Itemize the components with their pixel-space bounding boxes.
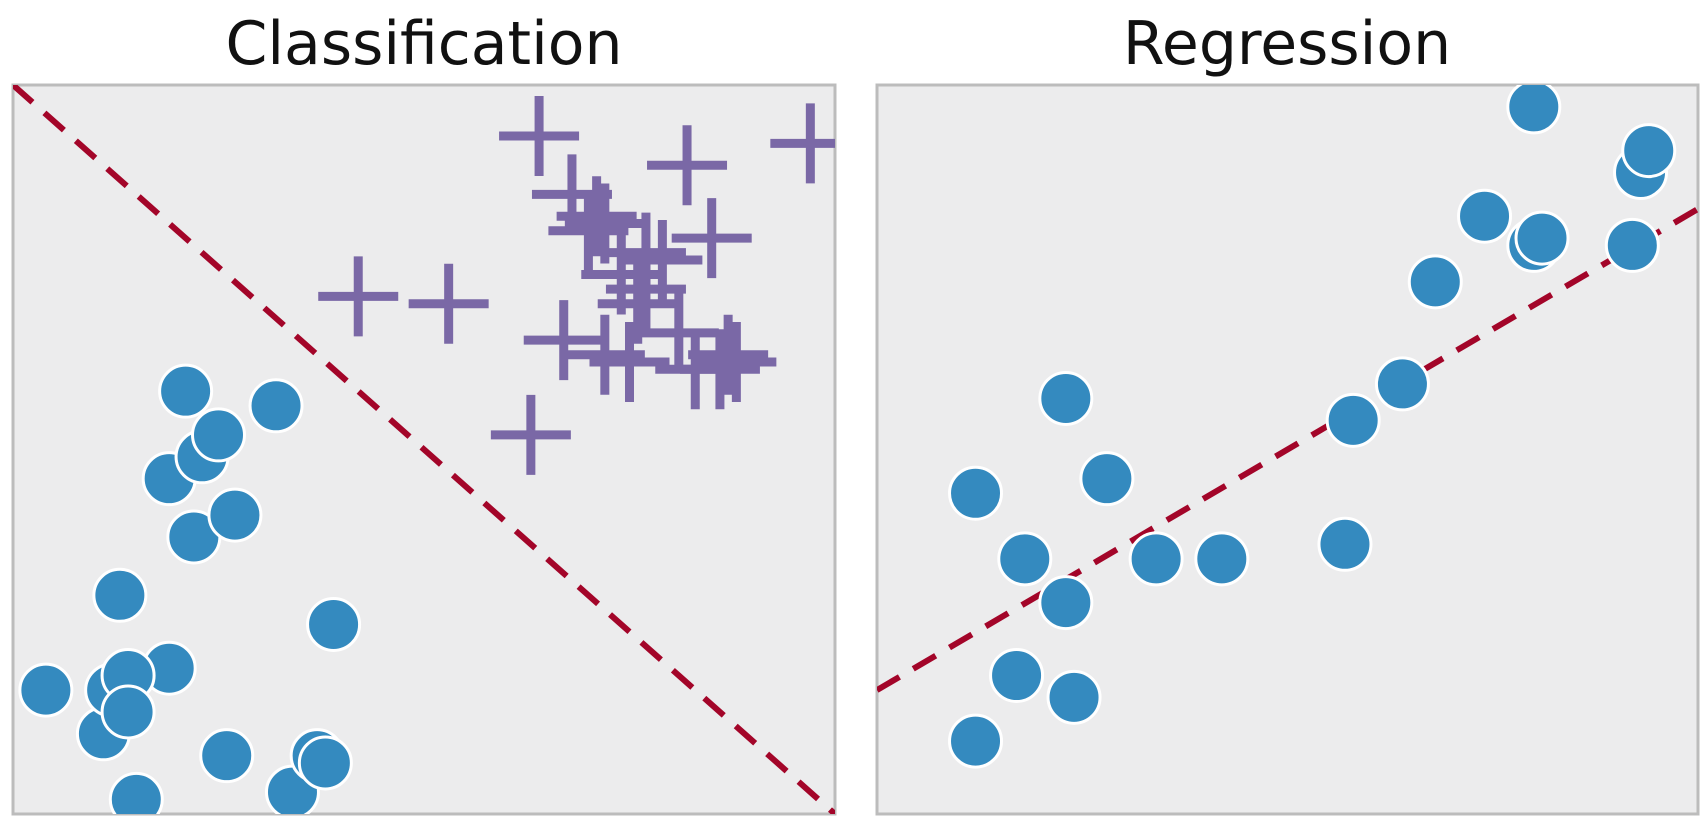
classification-plus-point <box>597 263 678 344</box>
classification-title: Classification <box>225 9 622 79</box>
classification-plus-point <box>408 263 489 344</box>
regression-marks <box>877 85 1698 769</box>
classification-dashed-boundary-line <box>13 85 835 814</box>
regression-circle-point <box>1374 356 1430 412</box>
regression-circle-point <box>1506 85 1562 135</box>
classification-plus-point <box>638 292 719 373</box>
regression-circle-point <box>1604 217 1660 273</box>
regression-circle-point <box>948 465 1004 521</box>
classification-circle-point <box>248 378 304 434</box>
classification-plus-point <box>499 96 580 177</box>
classification-plus-point <box>564 183 645 264</box>
regression-circle-point <box>1128 531 1184 587</box>
regression-circle-point <box>948 713 1004 769</box>
regression-circle-point <box>1457 188 1513 244</box>
classification-circle-point <box>18 662 74 718</box>
regression-circle-point <box>1317 516 1373 572</box>
classification-plus-point <box>647 125 728 206</box>
classification-plus-point <box>548 190 629 271</box>
regression-plot <box>875 83 1700 816</box>
regression-circle-point <box>1046 669 1102 725</box>
regression-circle-point <box>1325 392 1381 448</box>
regression-circle-point <box>1194 531 1250 587</box>
classification-plus-point <box>556 176 637 257</box>
classification-plus-point <box>679 329 760 410</box>
classification-plus-point <box>523 300 604 381</box>
classification-plus-point <box>688 314 769 395</box>
regression-title: Regression <box>1123 9 1451 79</box>
classification-plus-point <box>318 256 399 337</box>
regression-circle-point <box>997 531 1053 587</box>
classification-circle-point <box>199 728 255 784</box>
classification-marks <box>13 85 835 814</box>
classification-circle-point <box>207 487 263 543</box>
regression-clipped-marks <box>877 85 1698 769</box>
classification-circle-point <box>108 771 164 814</box>
regression-circle-point <box>1621 123 1677 179</box>
classification-plus-point <box>589 322 670 403</box>
classification-circle-point <box>191 407 246 463</box>
classification-plus-point <box>770 103 835 184</box>
classification-circle-point <box>92 567 148 623</box>
classification-clipped-marks <box>13 85 835 814</box>
regression-circle-point <box>1407 254 1463 310</box>
regression-circle-point <box>1038 370 1094 426</box>
classification-plus-point <box>671 198 752 279</box>
classification-circle-point <box>297 735 353 791</box>
regression-circle-point <box>1079 451 1135 507</box>
classification-plus-point <box>696 322 777 403</box>
classification-circle-point <box>158 363 214 419</box>
regression-circle-point <box>1038 575 1094 631</box>
regression-circle-point <box>989 647 1045 703</box>
regression-dashed-boundary-line <box>877 206 1698 693</box>
classification-circle-point <box>306 596 362 652</box>
regression-circle-point <box>1514 210 1570 266</box>
classification-plot <box>11 83 837 816</box>
classification-plus-point <box>490 394 571 475</box>
classification-circle-point <box>100 684 156 740</box>
classification-plus-point <box>622 219 703 300</box>
